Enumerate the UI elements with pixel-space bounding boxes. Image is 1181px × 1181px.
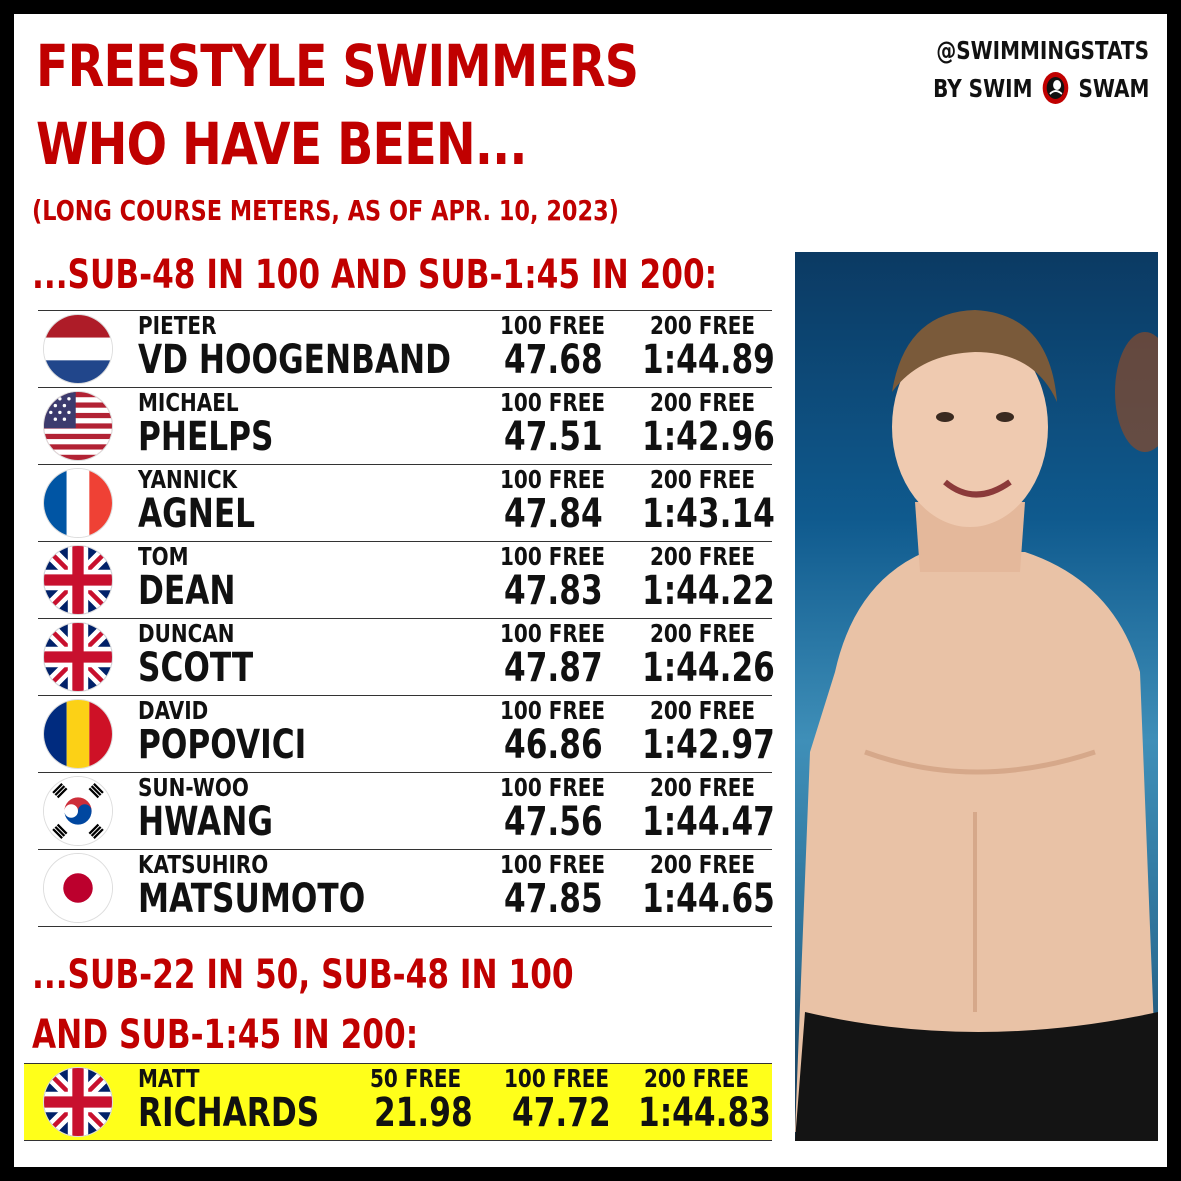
netherlands-flag-icon [44,315,112,383]
free100-label: 100 FREE [500,465,606,494]
south-korea-flag-icon [44,777,112,845]
swimswam-logo-icon [1042,72,1068,104]
first-name: DUNCAN [138,619,235,648]
free100-label: 100 FREE [500,773,606,802]
free200-label: 200 FREE [650,773,756,802]
free100-label: 100 FREE [500,696,606,725]
romania-flag-icon [44,700,112,768]
title-line-1: FREESTYLE SWIMMERS [36,32,639,100]
last-name: HWANG [138,799,274,845]
highlight-50-time: 21.98 [374,1090,473,1136]
table-row: YANNICK AGNEL 100 FREE 47.84 200 FREE 1:43.14 [38,464,775,541]
free100-label: 100 FREE [500,311,606,340]
free100-label: 100 FREE [500,850,606,879]
free100-time: 46.86 [504,722,603,768]
table-row: SUN-WOO HWANG 100 FREE 47.56 200 FREE 1:44.47 [38,772,775,849]
last-name: SCOTT [138,645,254,691]
swimmer-photo [795,252,1158,1141]
free100-time: 47.68 [504,337,603,383]
free100-time: 47.56 [504,799,603,845]
free200-label: 200 FREE [650,311,756,340]
free200-label: 200 FREE [650,388,756,417]
last-name: MATSUMOTO [138,876,366,922]
last-name: POPOVICI [138,722,307,768]
brand-byline-right: SWAM [1078,74,1149,103]
free200-label: 200 FREE [650,542,756,571]
first-name: MICHAEL [138,388,239,417]
free200-label: 200 FREE [650,696,756,725]
free100-time: 47.83 [504,568,603,614]
free100-time: 47.85 [504,876,603,922]
brand-handle: @SWIMMINGSTATS [936,36,1149,65]
first-name: TOM [138,542,189,571]
free200-time: 1:44.89 [642,337,775,383]
brand-byline: BY SWIM SWAM [933,72,1149,104]
section-heading-sub22-line-2: AND SUB-1:45 IN 200: [32,1012,419,1058]
free100-label: 100 FREE [500,388,606,417]
free200-time: 1:42.96 [642,414,775,460]
infographic-panel: FREESTYLE SWIMMERS WHO HAVE BEEN... (LON… [14,14,1167,1167]
last-name: PHELPS [138,414,274,460]
subtitle: (LONG COURSE METERS, AS OF APR. 10, 2023… [32,194,619,227]
last-name: AGNEL [138,491,256,537]
first-name: DAVID [138,696,209,725]
free100-time: 47.87 [504,645,603,691]
first-name: YANNICK [138,465,238,494]
usa-flag-icon [44,392,112,460]
free200-label: 200 FREE [650,465,756,494]
table-row: TOM DEAN 100 FREE 47.83 200 FREE 1:44.22 [38,541,775,618]
highlight-200-time: 1:44.83 [638,1090,771,1136]
highlight-last-name: RICHARDS [138,1090,320,1136]
free200-label: 200 FREE [650,619,756,648]
free100-label: 100 FREE [500,619,606,648]
first-name: PIETER [138,311,217,340]
highlight-100-time: 47.72 [512,1090,611,1136]
uk-flag-icon [44,546,112,614]
free100-label: 100 FREE [500,542,606,571]
first-name: SUN-WOO [138,773,249,802]
section-heading-sub48-sub145: ...SUB-48 IN 100 AND SUB-1:45 IN 200: [32,252,718,298]
section-heading-sub22-line-1: ...SUB-22 IN 50, SUB-48 IN 100 [32,952,574,998]
table-row: MICHAEL PHELPS 100 FREE 47.51 200 FREE 1:42.9… [38,387,775,464]
uk-flag-icon [44,623,112,691]
table-row: DAVID POPOVICI 100 FREE 46.86 200 FREE 1:42.9… [38,695,775,772]
table-row: PIETER VD HOOGENBAND 100 FREE 47.68 200 FREE… [38,310,775,387]
free200-time: 1:44.26 [642,645,775,691]
table-row: DUNCAN SCOTT 100 FREE 47.87 200 FREE 1:44.26 [38,618,775,695]
uk-flag-icon [44,1068,112,1136]
table-row: KATSUHIRO MATSUMOTO 100 FREE 47.85 200 FREE 1… [38,849,775,927]
free200-time: 1:42.97 [642,722,775,768]
free200-time: 1:44.47 [642,799,775,845]
highlight-200-label: 200 FREE [644,1064,750,1093]
free200-label: 200 FREE [650,850,756,879]
title-line-2: WHO HAVE BEEN... [36,110,527,178]
highlight-row: MATT RICHARDS 50 FREE 21.98 100 FREE 47.… [24,1063,772,1141]
free100-time: 47.51 [504,414,603,460]
free200-time: 1:44.22 [642,568,775,614]
last-name: VD HOOGENBAND [138,337,452,383]
highlight-50-label: 50 FREE [370,1064,462,1093]
free200-time: 1:44.65 [642,876,775,922]
highlight-first-name: MATT [138,1064,200,1093]
japan-flag-icon [44,854,112,922]
free200-time: 1:43.14 [642,491,775,537]
last-name: DEAN [138,568,236,614]
highlight-100-label: 100 FREE [504,1064,610,1093]
brand-byline-left: BY SWIM [932,74,1033,103]
free100-time: 47.84 [504,491,603,537]
france-flag-icon [44,469,112,537]
first-name: KATSUHIRO [138,850,269,879]
